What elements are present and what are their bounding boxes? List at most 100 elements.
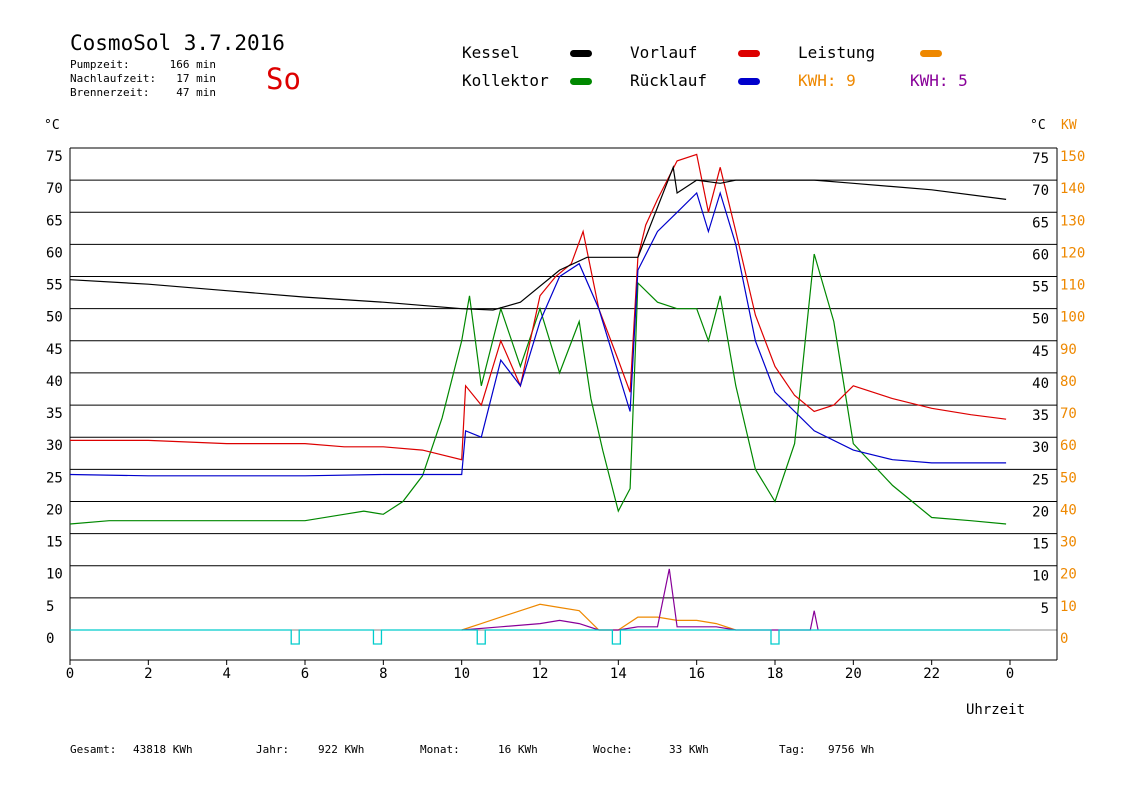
- y-tick-left: 70: [46, 181, 63, 197]
- footer-tag-value: 9756 Wh: [828, 743, 874, 756]
- grid-lines: [70, 147, 1057, 631]
- y-tick-right-c: 75: [1032, 151, 1049, 167]
- y-tick-right-c: 60: [1032, 247, 1049, 263]
- y-axis-labels: 7570656055504540353025201510507570656055…: [46, 149, 1085, 647]
- legend-leistung-label: Leistung: [798, 43, 875, 62]
- legend-leistung-swatch: [920, 50, 942, 57]
- y-tick-right-c: 25: [1032, 472, 1049, 488]
- legend-ruecklauf-swatch: [738, 78, 760, 85]
- y-tick-right-kw: 100: [1060, 310, 1085, 326]
- footer-tag-label: Tag:: [779, 743, 806, 756]
- chart-title: CosmoSol 3.7.2016: [70, 31, 285, 55]
- y-tick-left: 35: [46, 406, 63, 422]
- y-tick-right-c: 20: [1032, 504, 1049, 520]
- footer-monat-label: Monat:: [420, 743, 460, 756]
- y-tick-right-c: 70: [1032, 183, 1049, 199]
- stat-nachlaufzeit-value: 17 min: [176, 72, 216, 85]
- x-tick-label: 12: [532, 666, 549, 682]
- y-tick-right-c: 10: [1032, 569, 1049, 585]
- footer-gesamt-value: 43818 KWh: [133, 743, 193, 756]
- pump-pulse-line: [70, 629, 1010, 645]
- x-axis-title: Uhrzeit: [966, 702, 1025, 718]
- y-tick-left: 25: [46, 470, 63, 486]
- footer-jahr-value: 922 KWh: [318, 743, 364, 756]
- y-tick-right-c: 5: [1041, 601, 1049, 617]
- x-tick-label: 2: [144, 666, 152, 682]
- stat-pumpzeit-label: Pumpzeit:: [70, 58, 130, 71]
- y-tick-left: 30: [46, 438, 63, 454]
- left-axis-unit: °C: [44, 118, 60, 133]
- stat-brennerzeit-value: 47 min: [176, 86, 216, 99]
- y-tick-right-kw: 60: [1060, 438, 1077, 454]
- x-tick-label: 8: [379, 666, 387, 682]
- y-tick-right-kw: 140: [1060, 181, 1085, 197]
- series-kollektor: [69, 253, 1007, 525]
- y-tick-right-kw: 10: [1060, 599, 1077, 615]
- x-tick-label: 0: [1006, 666, 1014, 682]
- y-tick-right-kw: 130: [1060, 213, 1085, 229]
- legend-ruecklauf-label: Rücklauf: [630, 71, 707, 90]
- right-axis-unit-c: °C: [1030, 118, 1046, 133]
- y-tick-right-kw: 150: [1060, 149, 1085, 165]
- y-tick-left: 60: [46, 245, 63, 261]
- series-leistung-2: [461, 568, 819, 631]
- x-axis-labels: 0 2 4 6 8 10 12 14 16 18 20 22 0: [66, 660, 1014, 682]
- y-tick-left: 10: [46, 567, 63, 583]
- y-tick-left: 0: [46, 631, 54, 647]
- pump-state-line: [70, 629, 1010, 645]
- footer-woche-value: 33 KWh: [669, 743, 709, 756]
- y-tick-right-c: 50: [1032, 312, 1049, 328]
- x-tick-label: 10: [453, 666, 470, 682]
- x-tick-label: 16: [688, 666, 705, 682]
- y-tick-right-c: 15: [1032, 537, 1049, 553]
- y-tick-left: 15: [46, 535, 63, 551]
- x-tick-label: 4: [222, 666, 230, 682]
- x-tick-label: 0: [66, 666, 74, 682]
- y-tick-right-kw: 20: [1060, 567, 1077, 583]
- y-tick-right-kw: 110: [1060, 278, 1085, 294]
- y-tick-left: 20: [46, 502, 63, 518]
- stat-brennerzeit-label: Brennerzeit:: [70, 86, 149, 99]
- footer-woche-label: Woche:: [593, 743, 633, 756]
- x-tick-label: 20: [845, 666, 862, 682]
- weekday-label: So: [266, 62, 301, 96]
- footer-monat-value: 16 KWh: [498, 743, 538, 756]
- footer-gesamt-label: Gesamt:: [70, 743, 116, 756]
- legend-kwh-purple: KWH: 5: [910, 71, 968, 90]
- footer-jahr-label: Jahr:: [256, 743, 289, 756]
- stat-nachlaufzeit-label: Nachlaufzeit:: [70, 72, 156, 85]
- legend-kollektor-swatch: [570, 78, 592, 85]
- plot-frame: [69, 148, 1058, 661]
- y-tick-left: 55: [46, 278, 63, 294]
- y-tick-right-kw: 30: [1060, 535, 1077, 551]
- y-tick-right-kw: 80: [1060, 374, 1077, 390]
- x-tick-label: 14: [610, 666, 627, 682]
- legend-kollektor-label: Kollektor: [462, 71, 549, 90]
- y-tick-left: 65: [46, 213, 63, 229]
- y-tick-left: 40: [46, 374, 63, 390]
- series-vorlauf: [70, 153, 1007, 461]
- y-tick-left: 5: [46, 599, 54, 615]
- y-tick-left: 75: [46, 149, 63, 165]
- series-r-cklauf: [69, 190, 1007, 477]
- y-tick-right-kw: 120: [1060, 245, 1085, 261]
- y-tick-right-kw: 50: [1060, 470, 1077, 486]
- y-tick-right-c: 65: [1032, 215, 1049, 231]
- legend-vorlauf-swatch: [738, 50, 760, 57]
- legend-kessel-swatch: [570, 50, 592, 57]
- y-tick-right-kw: 0: [1060, 631, 1068, 647]
- y-tick-left: 45: [46, 342, 63, 358]
- y-tick-right-kw: 90: [1060, 342, 1077, 358]
- y-tick-left: 50: [46, 310, 63, 326]
- y-tick-right-kw: 70: [1060, 406, 1077, 422]
- right-axis-unit-kw: KW: [1061, 118, 1077, 133]
- series-lines: [69, 153, 1007, 631]
- legend-kwh-orange: KWH: 9: [798, 71, 856, 90]
- x-tick-label: 18: [767, 666, 784, 682]
- x-tick-label: 22: [923, 666, 940, 682]
- y-tick-right-c: 35: [1032, 408, 1049, 424]
- x-tick-label: 6: [301, 666, 309, 682]
- y-tick-right-c: 45: [1032, 344, 1049, 360]
- y-tick-right-c: 30: [1032, 440, 1049, 456]
